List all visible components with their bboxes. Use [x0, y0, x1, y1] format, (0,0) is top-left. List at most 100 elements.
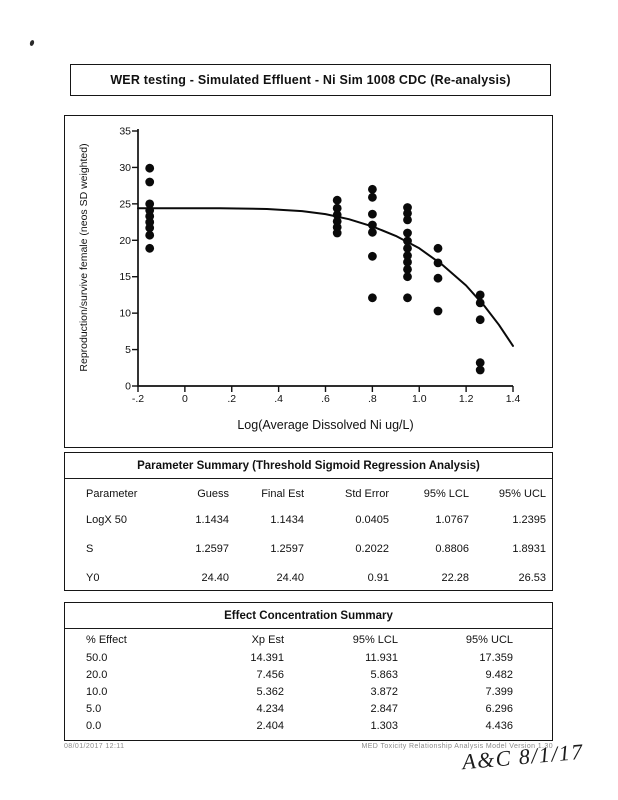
table-cell: 1.8931 [512, 542, 546, 555]
x-tick-label: .2 [227, 393, 236, 405]
table-cell: 24.40 [201, 571, 229, 584]
data-point [433, 243, 443, 253]
column-header: Std Error [344, 488, 389, 500]
column-header: % Effect [86, 634, 127, 646]
table-cell: 1.0767 [435, 513, 469, 526]
table-row: LogX 50 1.1434 1.1434 0.0405 1.0767 1.2395 [65, 505, 546, 534]
report-title-box: WER testing - Simulated Effluent - Ni Si… [70, 64, 551, 96]
table-cell: 22.28 [441, 571, 469, 584]
table-cell: 5.0 [86, 703, 102, 716]
data-point [475, 290, 485, 300]
table-cell: 0.91 [367, 571, 389, 584]
data-point [368, 227, 377, 237]
table-cell: 26.53 [518, 571, 546, 584]
footer-program-version: MED Toxicity Relationship Analysis Model… [361, 743, 553, 750]
data-point [145, 223, 155, 233]
y-axis-label: Reproduction/survive female (neos SD wei… [78, 143, 90, 371]
table-cell: 14.391 [250, 651, 284, 664]
table-cell: 1.2597 [195, 542, 229, 555]
data-point [403, 228, 412, 238]
x-axis-label: Log(Average Dissolved Ni ug/L) [237, 418, 413, 432]
table-header-row: % Effect Xp Est 95% LCL 95% UCL [65, 629, 513, 649]
y-tick-label: 35 [119, 126, 131, 138]
table-cell: 24.40 [276, 571, 304, 584]
data-point [475, 298, 485, 308]
table-row: 20.0 7.456 5.863 9.482 [65, 666, 513, 683]
data-point [403, 257, 412, 267]
table-cell: 1.303 [370, 720, 398, 733]
data-point [433, 258, 443, 268]
x-tick-label: .4 [274, 393, 283, 405]
table-cell: 20.0 [86, 668, 108, 681]
table-cell: LogX 50 [86, 513, 127, 526]
data-point [403, 293, 412, 303]
table-cell: 1.1434 [270, 513, 304, 526]
table-cell: Y0 [86, 571, 100, 584]
effect-concentration-table: % Effect Xp Est 95% LCL 95% UCL 50.0 14.391 1… [65, 629, 513, 735]
table-row: S 1.2597 1.2597 0.2022 0.8806 1.8931 [65, 534, 546, 563]
table-row: Y0 24.40 24.40 0.91 22.28 26.53 [65, 563, 546, 592]
y-tick-label: 0 [125, 381, 131, 393]
y-tick-label: 10 [119, 308, 131, 320]
y-tick-label: 15 [119, 271, 131, 283]
table-row: 5.0 4.234 2.847 6.296 [65, 701, 513, 718]
x-tick-label: 1.4 [506, 393, 521, 405]
table-cell: 1.1434 [195, 513, 229, 526]
column-header: 95% UCL [498, 488, 546, 500]
column-header: 95% LCL [352, 634, 398, 646]
table-row: 10.0 5.362 3.872 7.399 [65, 683, 513, 700]
data-point [403, 236, 412, 246]
table-cell: 5.863 [370, 668, 398, 681]
table-cell: 7.399 [485, 685, 513, 698]
x-tick-label: 1.2 [459, 393, 474, 405]
data-point [403, 243, 412, 253]
effect-concentration-title: Effect Concentration Summary [65, 603, 552, 629]
table-header-row: Parameter Guess Final Est Std Error 95% LCL 9… [65, 479, 546, 505]
table-cell: 2.404 [256, 720, 284, 733]
table-cell: 4.436 [485, 720, 513, 733]
column-header: 95% LCL [423, 488, 469, 500]
data-point [403, 208, 412, 218]
data-point [332, 195, 342, 205]
column-header: Final Est [261, 488, 304, 500]
effect-concentration-panel: Effect Concentration Summary % Effect Xp … [64, 602, 553, 741]
regression-curve [137, 207, 514, 347]
data-point [145, 199, 155, 209]
x-tick-label: 0 [182, 393, 188, 405]
parameter-summary-title: Parameter Summary (Threshold Sigmoid Reg… [65, 453, 552, 479]
data-point [403, 272, 412, 282]
table-cell: 9.482 [485, 668, 513, 681]
data-point [145, 230, 155, 240]
data-point [332, 203, 342, 213]
column-header: 95% UCL [465, 634, 513, 646]
data-point [368, 184, 377, 194]
data-point [403, 265, 412, 274]
table-cell: 7.456 [256, 668, 284, 681]
y-tick-label: 20 [119, 235, 131, 247]
table-cell: 6.296 [485, 703, 513, 716]
data-point [475, 358, 485, 368]
table-cell: 5.362 [256, 685, 284, 698]
column-header: Parameter [86, 488, 138, 500]
table-cell: 1.2597 [270, 542, 304, 555]
table-cell: 0.2022 [355, 542, 389, 555]
data-point [433, 306, 443, 316]
data-point [368, 209, 377, 219]
table-cell: 0.8806 [435, 542, 469, 555]
data-point [145, 177, 155, 187]
table-cell: 50.0 [86, 651, 108, 664]
table-cell: S [86, 542, 94, 555]
scan-artifact [29, 39, 35, 47]
data-point [403, 215, 412, 225]
table-cell: 0.0 [86, 720, 102, 733]
chart-panel: 0 5 10 15 20 25 30 35 -.2 0.2.4.6.8 1.0 1.2 1.4 Log(A… [64, 115, 553, 448]
y-tick-label: 30 [119, 162, 131, 174]
data-point [368, 293, 377, 303]
table-cell: 1.2395 [512, 513, 546, 526]
data-point [433, 273, 443, 283]
table-cell: 2.847 [370, 703, 398, 716]
table-cell: 11.931 [365, 651, 398, 664]
data-point [475, 315, 485, 325]
